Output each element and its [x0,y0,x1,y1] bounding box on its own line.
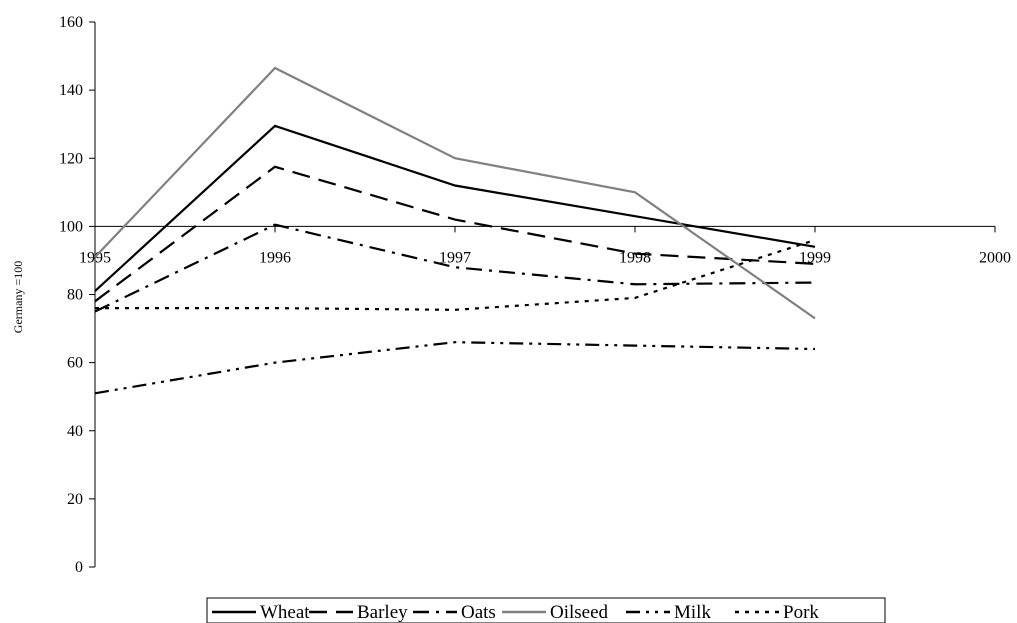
series-line-pork [95,238,816,311]
y-tick-label: 120 [59,150,83,167]
y-tick-label: 20 [67,491,83,508]
legend: Wheat Barley Oats Oilseed Milk Pork [206,597,886,623]
x-axis: 1995 1996 1997 1998 1999 2000 [79,225,1011,266]
y-tick-label: 100 [59,218,83,235]
series-layer [94,66,816,395]
legend-label-oats: Oats [461,602,496,623]
series-line-wheat [94,124,816,292]
legend-label-pork: Pork [783,602,819,623]
series-line-milk [94,341,816,395]
x-tick-label: 1995 [79,249,111,266]
x-tick-label: 1997 [439,249,471,266]
legend-box [206,597,886,623]
y-tick-label: 80 [67,287,83,304]
x-tick-label: 1999 [799,249,831,266]
y-axis: 0 20 40 60 80 100 120 140 160 [59,14,96,576]
x-tick-label: 1996 [259,249,291,266]
y-tick-label: 40 [67,423,83,440]
y-axis-title: Germany =100 [11,261,25,333]
legend-label-oilseed: Oilseed [550,602,609,623]
series-line-oats [94,223,816,313]
y-tick-label: 160 [59,14,83,31]
y-tick-label: 140 [59,82,83,99]
legend-label-barley: Barley [357,602,408,623]
series-line-oilseed [94,66,816,320]
y-tick-label: 60 [67,355,83,372]
series-line-barley [94,165,816,303]
legend-label-milk: Milk [674,602,711,623]
legend-label-wheat: Wheat [260,602,310,623]
x-tick-label: 2000 [979,249,1011,266]
y-tick-label: 0 [75,559,83,576]
